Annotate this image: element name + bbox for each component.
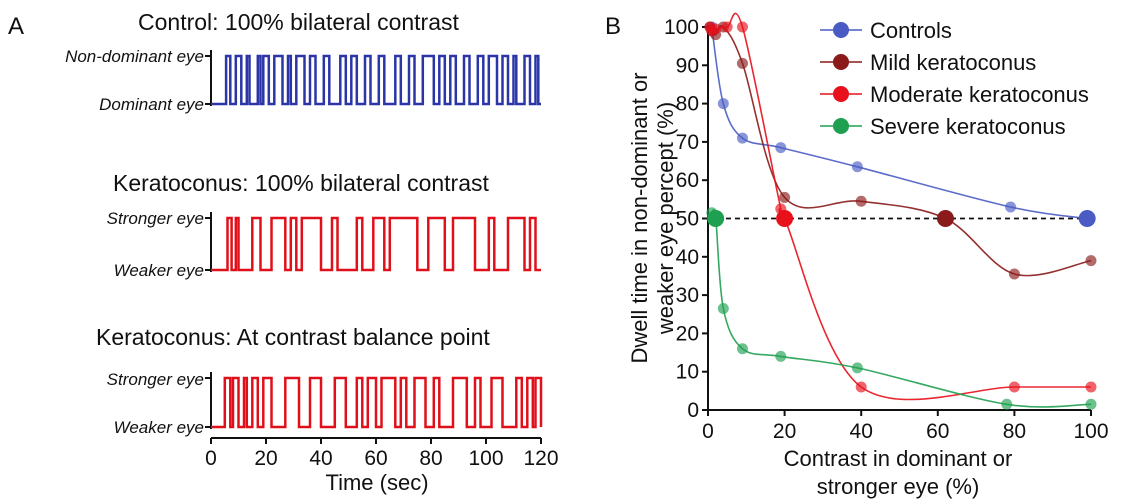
y-tick-label: 70: [676, 131, 699, 154]
severe-keratoconus-point: [717, 303, 729, 315]
time-axis: 0 20 40 60 80 100 120: [205, 437, 559, 470]
legend-marker-controls: [833, 22, 849, 38]
time-axis-label: Time (sec): [325, 470, 428, 495]
panel-a: Control: 100% bilateral contrast Non-dom…: [65, 9, 558, 495]
controls-balance-point: [1078, 210, 1096, 227]
controls-point: [736, 132, 748, 144]
y-axis-label-line-1: Dwell time in non-dominant or: [627, 72, 652, 363]
legend: Controls Mild keratoconus Moderate keratoc…: [820, 18, 1089, 139]
severe-keratoconus-point: [775, 350, 787, 362]
time-tick-label: 40: [309, 447, 332, 470]
y-tick-label: 60: [676, 169, 699, 192]
mild-keratoconus-point: [855, 195, 867, 207]
severe-keratoconus-point: [736, 343, 748, 355]
mild-keratoconus-balance-point: [936, 210, 954, 227]
severe-keratoconus-point: [1001, 398, 1013, 410]
x-tick-label: 20: [773, 420, 796, 443]
panel-b-chart: Dwell time in non-dominant or weaker eye…: [627, 12, 1109, 499]
mild-keratoconus-point: [1008, 268, 1020, 280]
panel-b-axes: 0 10 20 30 40 50 60 70 80 90 100 0 20 40 60 80 100: [664, 16, 1109, 443]
time-tick-label: 0: [205, 447, 217, 470]
trace-1-line: [211, 54, 541, 106]
trace-3-title: Keratoconus: At contrast balance point: [96, 324, 490, 350]
x-tick-label: 100: [1073, 420, 1108, 443]
moderate-keratoconus-point: [855, 381, 867, 393]
legend-label-mild-keratoconus: Mild keratoconus: [870, 50, 1036, 75]
panel-a-label: A: [8, 13, 24, 40]
moderate-keratoconus-point: [710, 23, 722, 35]
y-tick-label: 50: [676, 208, 699, 231]
controls-point: [717, 98, 729, 110]
y-tick-label: 100: [664, 16, 699, 39]
trace-2-top-label: Stronger eye: [107, 209, 204, 228]
y-tick-label: 20: [676, 322, 699, 345]
legend-marker-moderate-keratoconus: [833, 86, 849, 102]
time-tick-label: 80: [419, 447, 442, 470]
panel-b-plot: [704, 12, 1097, 410]
legend-label-severe-keratoconus: Severe keratoconus: [870, 114, 1066, 139]
y-tick-label: 0: [687, 399, 699, 422]
severe-keratoconus-balance-point: [707, 210, 725, 227]
controls-point: [1005, 201, 1017, 213]
trace-3-bottom-label: Weaker eye: [114, 418, 204, 437]
trace-1-title: Control: 100% bilateral contrast: [138, 9, 459, 35]
trace-3-top-label: Stronger eye: [107, 370, 204, 389]
legend-label-moderate-keratoconus: Moderate keratoconus: [870, 82, 1089, 107]
x-axis-label-line-2: stronger eye (%): [817, 474, 980, 499]
x-tick-label: 80: [1003, 420, 1026, 443]
trace-3-line: [211, 376, 543, 429]
y-tick-label: 40: [676, 246, 699, 269]
moderate-keratoconus-point: [721, 21, 733, 33]
x-tick-label: 40: [850, 420, 873, 443]
trace-lines: [205, 50, 543, 429]
controls-point: [775, 142, 787, 154]
moderate-keratoconus-point: [736, 21, 748, 33]
trace-1-bottom-label: Dominant eye: [99, 95, 204, 114]
x-axis-label-line-1: Contrast in dominant or: [784, 446, 1013, 471]
y-tick-label: 10: [676, 361, 699, 384]
controls-point: [851, 161, 863, 173]
severe-keratoconus-point: [851, 362, 863, 374]
panel-b-label: B: [605, 13, 621, 40]
time-tick-label: 120: [523, 447, 558, 470]
legend-label-controls: Controls: [870, 18, 952, 43]
time-tick-label: 20: [254, 447, 277, 470]
legend-marker-severe-keratoconus: [833, 118, 849, 134]
x-tick-label: 0: [702, 420, 714, 443]
y-axis-label-line-2: weaker eye percept (%): [653, 102, 678, 335]
severe-keratoconus-curve: [711, 209, 1092, 408]
trace-1-top-label: Non-dominant eye: [65, 47, 204, 66]
mild-keratoconus-point: [736, 57, 748, 69]
trace-2-line: [211, 216, 541, 272]
y-tick-label: 90: [676, 54, 699, 77]
moderate-keratoconus-point: [1085, 381, 1097, 393]
trace-2-title: Keratoconus: 100% bilateral contrast: [113, 170, 489, 196]
time-tick-label: 100: [468, 447, 503, 470]
y-tick-label: 30: [676, 284, 699, 307]
x-tick-label: 60: [926, 420, 949, 443]
time-tick-label: 60: [364, 447, 387, 470]
mild-keratoconus-point: [1085, 255, 1097, 267]
trace-2-bottom-label: Weaker eye: [114, 261, 204, 280]
legend-marker-mild-keratoconus: [833, 54, 849, 70]
y-tick-label: 80: [676, 93, 699, 116]
mild-keratoconus-point: [779, 191, 791, 203]
moderate-keratoconus-balance-point: [776, 210, 794, 227]
moderate-keratoconus-point: [1008, 381, 1020, 393]
severe-keratoconus-point: [1085, 398, 1097, 410]
